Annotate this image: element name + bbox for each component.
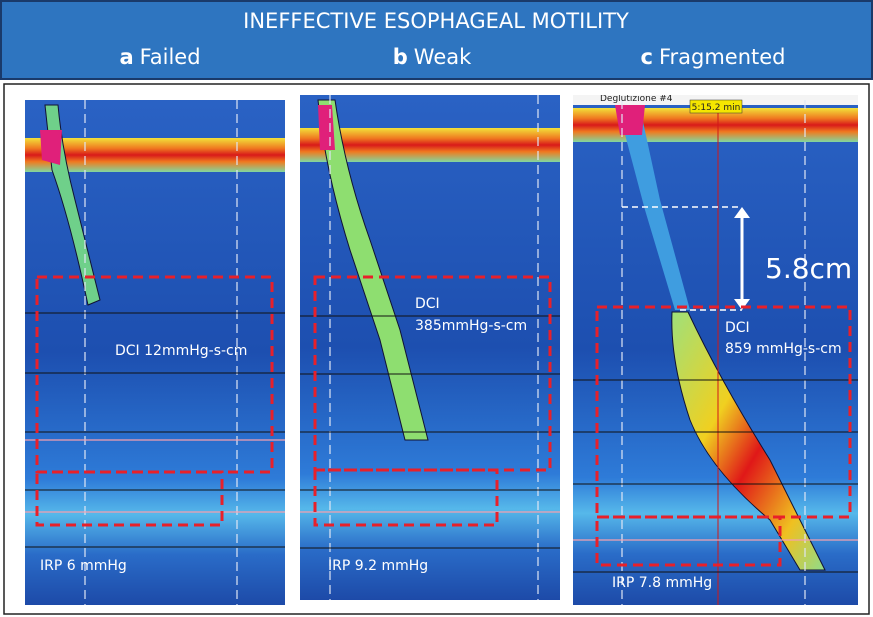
panel-b: DCI 385mmHg-s-cm IRP 9.2 mmHg [300,95,560,600]
dci-label: DCI 12mmHg-s-cm [115,343,247,359]
panel-letter: a [119,45,133,69]
panel-letter: b [393,45,408,69]
panel-heading: c Fragmented [640,45,785,69]
panel-label: Failed [140,45,201,69]
dci-title: DCI [415,296,440,312]
panel-a: DCI 12mmHg-s-cm IRP 6 mmHg [25,100,285,605]
panel-label: Weak [414,45,472,69]
panel-letter: c [640,45,652,69]
swallow-label: Deglutizione #4 [600,94,673,104]
panel-heading: a Failed [119,45,200,69]
irp-label: IRP 6 mmHg [40,558,127,574]
irp-label: IRP 7.8 mmHg [612,575,712,591]
title: INEFFECTIVE ESOPHAGEAL MOTILITY [243,9,629,33]
distance-label: 5.8cm [765,252,852,285]
panel-label: Fragmented [659,45,786,69]
time-label: 5:15.2 min [692,103,741,113]
dci-value: 385mmHg-s-cm [415,318,527,334]
panel-c: 5:15.2 min Deglutizione #4 5.8cm DCI 859… [573,94,858,605]
figure: INEFFECTIVE ESOPHAGEAL MOTILITY aFailed … [0,0,873,617]
dci-title: DCI [725,320,750,336]
irp-label: IRP 9.2 mmHg [328,558,428,574]
dci-value: 859 mmHg-s-cm [725,341,842,357]
